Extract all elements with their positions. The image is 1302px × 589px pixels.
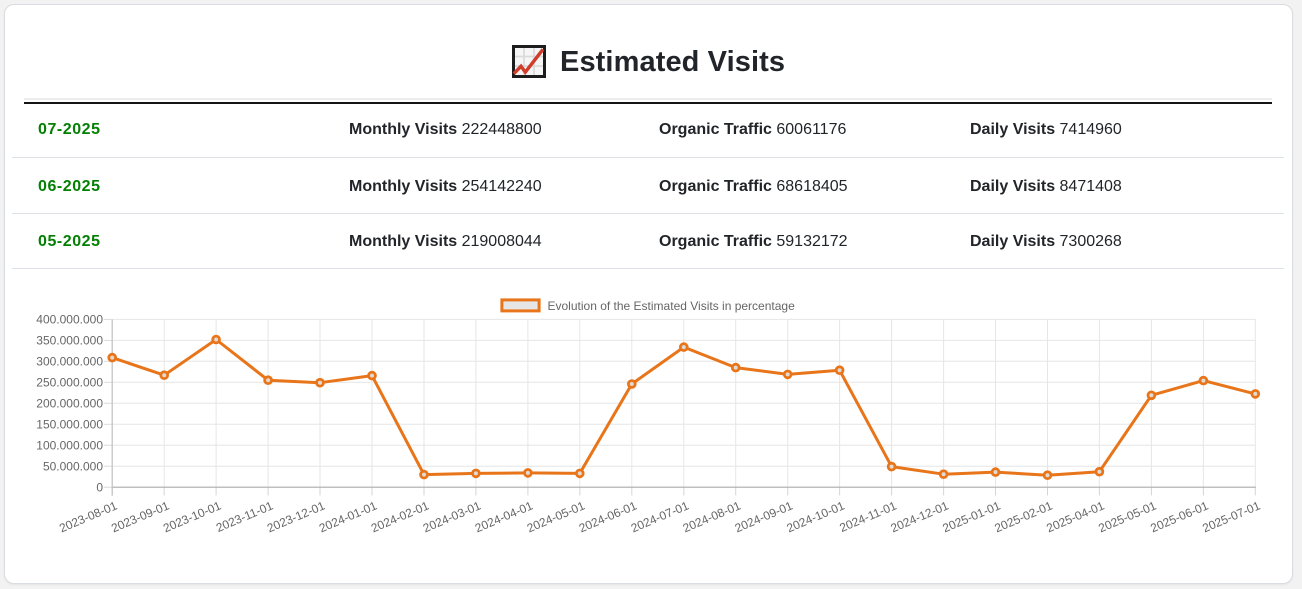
svg-text:2023-10-01: 2023-10-01 — [161, 498, 223, 535]
svg-text:400.000.000: 400.000.000 — [36, 313, 103, 327]
svg-text:300.000.000: 300.000.000 — [36, 355, 103, 369]
svg-text:2024-03-01: 2024-03-01 — [421, 498, 483, 535]
svg-text:2023-08-01: 2023-08-01 — [57, 498, 119, 535]
svg-text:2024-08-01: 2024-08-01 — [681, 498, 743, 535]
svg-text:50.000.000: 50.000.000 — [43, 459, 103, 473]
svg-text:2023-11-01: 2023-11-01 — [214, 498, 275, 535]
svg-text:2025-05-01: 2025-05-01 — [1096, 498, 1158, 535]
svg-text:2024-11-01: 2024-11-01 — [837, 498, 898, 535]
svg-text:150.000.000: 150.000.000 — [36, 418, 103, 432]
svg-text:250.000.000: 250.000.000 — [36, 376, 103, 390]
svg-text:2024-05-01: 2024-05-01 — [525, 498, 587, 535]
svg-text:0: 0 — [96, 480, 103, 494]
svg-text:350.000.000: 350.000.000 — [36, 334, 103, 348]
svg-text:2025-06-01: 2025-06-01 — [1148, 498, 1210, 535]
svg-text:2024-06-01: 2024-06-01 — [577, 498, 639, 535]
svg-text:100.000.000: 100.000.000 — [36, 438, 103, 452]
svg-text:2023-09-01: 2023-09-01 — [109, 498, 171, 535]
svg-text:2024-01-01: 2024-01-01 — [317, 498, 379, 535]
svg-text:2025-07-01: 2025-07-01 — [1200, 498, 1262, 535]
svg-text:2025-01-01: 2025-01-01 — [940, 498, 1002, 535]
svg-text:2024-10-01: 2024-10-01 — [785, 498, 847, 535]
svg-text:2024-07-01: 2024-07-01 — [629, 498, 691, 535]
svg-text:Evolution of the Estimated Vis: Evolution of the Estimated Visits in per… — [548, 299, 796, 313]
svg-text:2025-02-01: 2025-02-01 — [992, 498, 1054, 535]
svg-text:2023-12-01: 2023-12-01 — [265, 498, 327, 535]
svg-text:2024-02-01: 2024-02-01 — [369, 498, 431, 535]
svg-text:2024-12-01: 2024-12-01 — [889, 498, 951, 535]
svg-text:200.000.000: 200.000.000 — [36, 397, 103, 411]
svg-text:2024-04-01: 2024-04-01 — [473, 498, 535, 535]
svg-text:2024-09-01: 2024-09-01 — [733, 498, 795, 535]
svg-text:2025-04-01: 2025-04-01 — [1044, 498, 1106, 535]
